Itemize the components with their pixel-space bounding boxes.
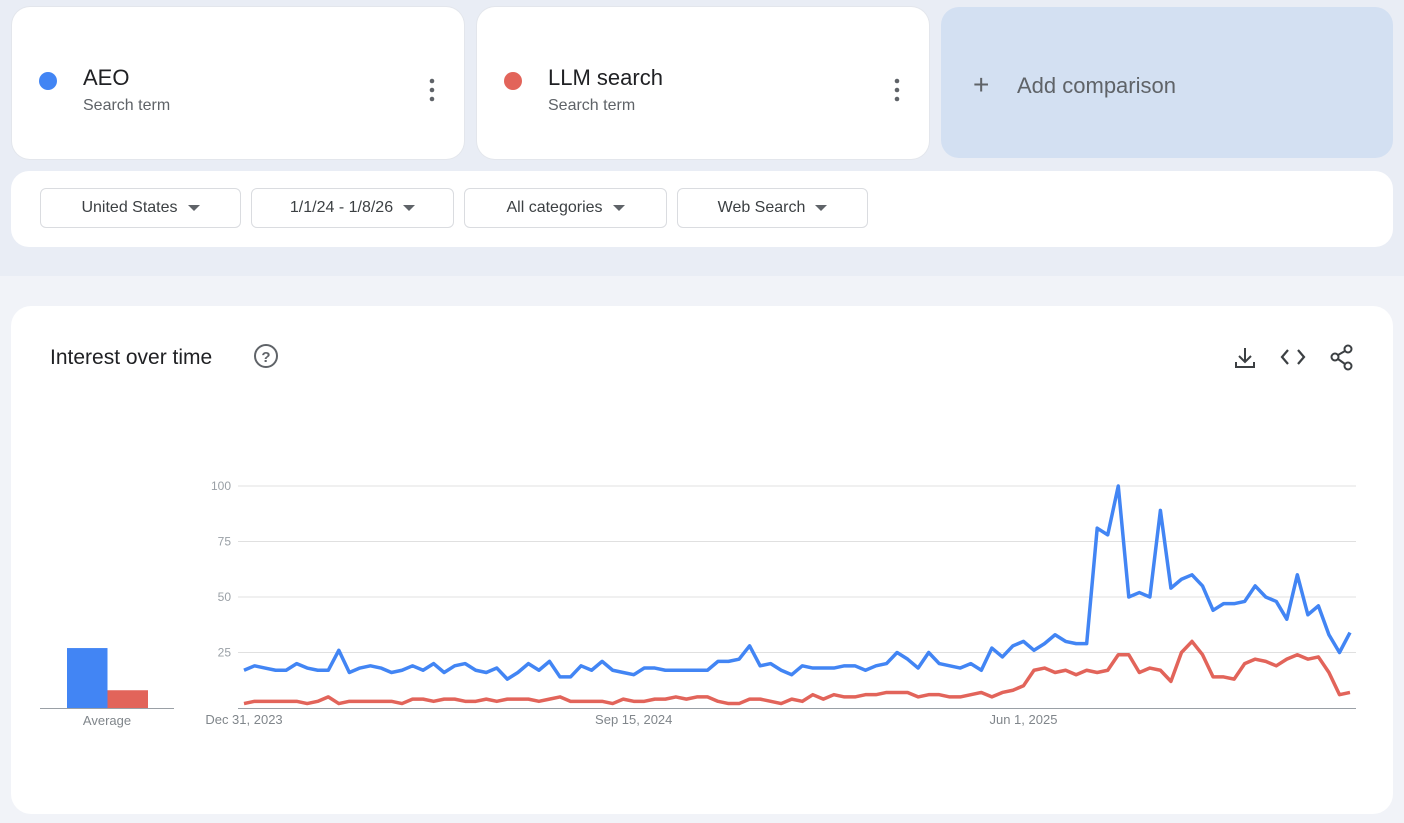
help-icon[interactable]: ? bbox=[254, 344, 278, 368]
add-comparison-label: Add comparison bbox=[1017, 73, 1176, 98]
series-line bbox=[243, 484, 1352, 681]
filter-dropdown[interactable]: 1/1/24 - 1/8/26 bbox=[251, 188, 454, 228]
chart-title: Interest over time bbox=[50, 346, 212, 369]
filter-dropdown[interactable]: United States bbox=[40, 188, 241, 228]
x-tick-label: Sep 15, 2024 bbox=[595, 712, 672, 727]
x-tick-label: Dec 31, 2023 bbox=[205, 712, 282, 727]
color-dot bbox=[39, 72, 57, 90]
y-tick-label: 100 bbox=[211, 479, 231, 493]
share-icon[interactable] bbox=[1330, 344, 1353, 371]
filter-label: All categories bbox=[506, 199, 603, 216]
term-type: Search term bbox=[548, 97, 636, 114]
color-dot bbox=[504, 72, 522, 90]
embed-icon[interactable] bbox=[1280, 349, 1306, 365]
filter-label: United States bbox=[81, 199, 178, 216]
filter-dropdown[interactable]: Web Search bbox=[677, 188, 868, 228]
more-menu[interactable] bbox=[424, 77, 440, 103]
more-menu[interactable] bbox=[889, 77, 905, 103]
series-line bbox=[243, 639, 1351, 706]
filter-label: 1/1/24 - 1/8/26 bbox=[289, 199, 394, 216]
svg-text:?: ? bbox=[261, 349, 270, 366]
download-icon[interactable] bbox=[1235, 348, 1255, 368]
term: AEO bbox=[83, 65, 130, 90]
plus-icon: + bbox=[973, 69, 990, 100]
add-comparison[interactable]: + Add comparison bbox=[941, 7, 1393, 158]
average-bar bbox=[107, 690, 148, 708]
term-type: Search term bbox=[83, 97, 171, 114]
x-tick-label: Jun 1, 2025 bbox=[989, 712, 1057, 727]
y-tick-label: 50 bbox=[218, 590, 232, 604]
average-label: Average bbox=[83, 713, 131, 728]
term: LLM search bbox=[548, 65, 663, 90]
chart-panel bbox=[11, 306, 1393, 814]
average-bar bbox=[67, 648, 108, 708]
filter-label: Web Search bbox=[717, 199, 806, 216]
y-tick-label: 75 bbox=[218, 535, 232, 549]
y-tick-label: 25 bbox=[218, 646, 232, 660]
filter-dropdown[interactable]: All categories bbox=[464, 188, 667, 228]
comparison-card[interactable]: LLM search Search term bbox=[477, 7, 929, 159]
comparison-card[interactable]: AEO Search term bbox=[12, 7, 464, 159]
